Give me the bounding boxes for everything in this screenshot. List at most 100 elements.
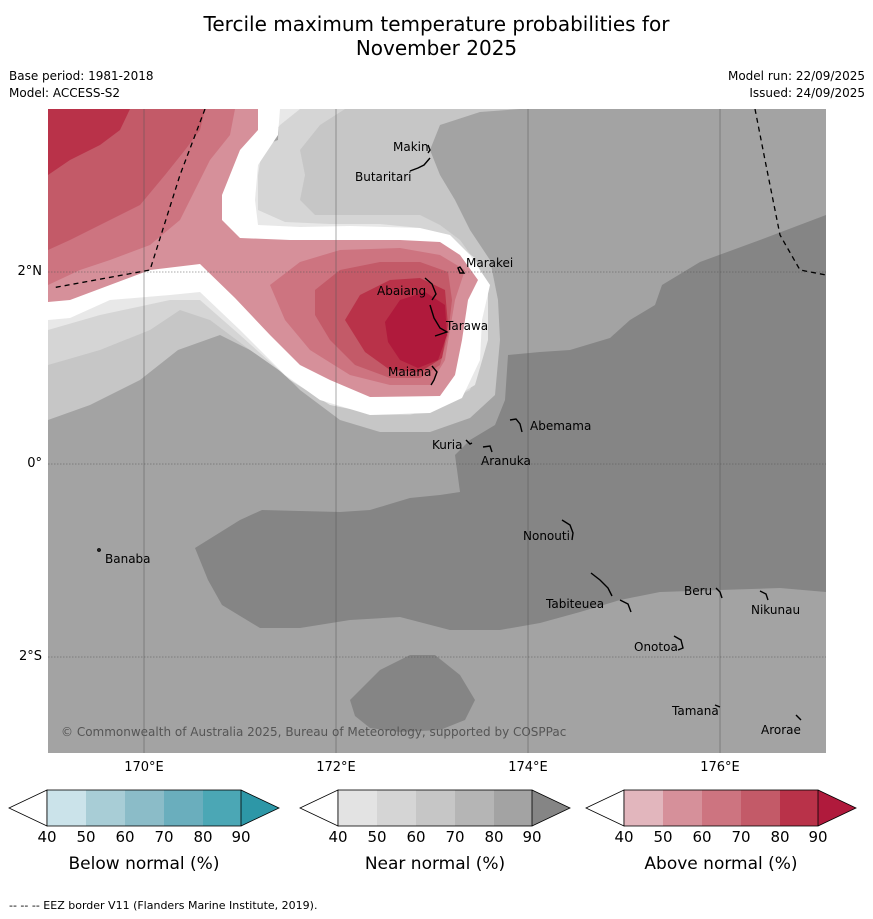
near-tick-80: 80: [484, 828, 504, 846]
island-abemama: [509, 418, 523, 433]
colorbar-above-bin-1: [624, 790, 663, 826]
colorbar-near-bin-5: [494, 790, 532, 826]
map-title: Tercile maximum temperature probabilitie…: [0, 12, 873, 60]
colorbar-above-bin-3: [702, 790, 741, 826]
below-tick-50: 50: [76, 828, 96, 846]
eez-border-east: [754, 109, 826, 276]
colorbar-near-bin-3: [416, 790, 455, 826]
colorbar-near-max-arrow: [532, 790, 570, 826]
near-normal-light-band: [48, 109, 520, 432]
island-butaritari: [409, 157, 431, 172]
island-nikunau: [759, 590, 769, 601]
colorbar-above-bin-5: [780, 790, 818, 826]
label-tarawa: Tarawa: [445, 319, 488, 333]
lon-label-172e: 172°E: [316, 760, 356, 775]
below-tick-70: 70: [154, 828, 174, 846]
island-nonouti: [561, 519, 574, 541]
islands: [97, 144, 802, 721]
label-arorae: Arorae: [761, 723, 801, 737]
base-period: Base period: 1981-2018: [9, 69, 154, 83]
lon-label-170e: 170°E: [124, 760, 164, 775]
label-maiana: Maiana: [388, 365, 431, 379]
near-tick-50: 50: [367, 828, 387, 846]
lat-label-2n: 2°N: [17, 264, 43, 279]
near-tick-60: 60: [406, 828, 426, 846]
near-tick-40: 40: [328, 828, 348, 846]
below-tick-40: 40: [37, 828, 57, 846]
colorbar-near-arrow-outline: [531, 789, 571, 827]
above-tick-40: 40: [614, 828, 634, 846]
colorbar-above-arrow-outline: [817, 789, 857, 827]
colorbar-above-frame: [623, 789, 819, 827]
eez-footnote: -- -- -- EEZ border V11 (Flanders Marine…: [9, 899, 318, 912]
label-butaritari: Butaritari: [355, 170, 412, 184]
lon-label-174e: 174°E: [508, 760, 548, 775]
island-abaiang: [424, 277, 437, 301]
label-marakei: Marakei: [466, 256, 513, 270]
label-banaba: Banaba: [105, 552, 151, 566]
island-makin: [427, 144, 431, 154]
title-line-2: November 2025: [355, 36, 518, 60]
near-normal-dark-south: [350, 655, 475, 732]
colorbar-above-min-arrow: [585, 789, 625, 827]
label-abaiang: Abaiang: [377, 284, 426, 298]
above-tick-50: 50: [653, 828, 673, 846]
near-normal-title: Near normal (%): [364, 854, 506, 874]
lat-label-2s: 2°S: [18, 649, 42, 664]
lat-label-equator: 0°: [27, 456, 42, 471]
above-tick-70: 70: [731, 828, 751, 846]
above-normal-title: Above normal (%): [644, 854, 798, 874]
below-normal-title: Below normal (%): [68, 854, 220, 874]
colorbar-above-normal: [585, 789, 857, 827]
near-normal-dark-east: [195, 215, 826, 630]
label-nikunau: Nikunau: [751, 603, 800, 617]
colorbar-above-max-arrow: [818, 790, 856, 826]
model-run: Model run: 22/09/2025: [727, 69, 865, 83]
below-tick-90: 90: [231, 828, 251, 846]
colorbar-near-bin-2: [377, 790, 416, 826]
below-tick-80: 80: [193, 828, 213, 846]
meta-left: Base period: 1981-2018 Model: ACCESS-S2: [9, 68, 154, 102]
label-nonouti: Nonouti: [523, 529, 570, 543]
gridlines: [48, 109, 826, 753]
island-beru: [715, 587, 723, 599]
colorbar-below-max-arrow: [241, 790, 279, 826]
colorbar-below-bin-4: [164, 790, 203, 826]
colorbar-near-frame: [337, 789, 533, 827]
island-onotoa: [673, 635, 684, 651]
eez-border-west: [51, 109, 206, 289]
title-line-1: Tercile maximum temperature probabilitie…: [203, 12, 670, 36]
label-kuria: Kuria: [432, 438, 463, 452]
colorbar-below-bin-1: [47, 790, 86, 826]
island-aranuka: [482, 445, 493, 453]
island-tabiteuea-south: [619, 599, 632, 613]
lon-label-176e: 176°E: [700, 760, 740, 775]
island-tabiteuea-north: [590, 572, 613, 597]
label-abemama: Abemama: [530, 419, 591, 433]
island-marakei: [457, 266, 466, 274]
colorbar-near-min-arrow: [299, 789, 339, 827]
island-banaba: [97, 548, 101, 552]
colorbar-near-bin-4: [455, 790, 494, 826]
colorbar-below-normal: [8, 789, 280, 827]
copyright-notice: © Commonwealth of Australia 2025, Bureau…: [61, 725, 566, 739]
colorbar-below-arrow-outline: [240, 789, 280, 827]
above-normal-70-80: [48, 109, 130, 175]
map-field: Makin Butaritari Marakei Abaiang Tarawa …: [48, 109, 826, 753]
colorbar-near-normal: [299, 789, 571, 827]
colorbar-below-bin-5: [203, 790, 241, 826]
colorbar-below-min-arrow: [8, 789, 48, 827]
colorbar-near-bin-1: [338, 790, 377, 826]
issued-date: Issued: 24/09/2025: [749, 86, 865, 100]
eez-borders: [51, 109, 826, 289]
island-maiana: [430, 365, 438, 386]
above-tick-80: 80: [770, 828, 790, 846]
below-tick-60: 60: [115, 828, 135, 846]
label-tamana: Tamana: [671, 704, 719, 718]
label-makin: Makin: [393, 140, 429, 154]
island-tamana: [714, 704, 721, 708]
label-onotoa: Onotoa: [634, 640, 678, 654]
near-tick-70: 70: [445, 828, 465, 846]
place-labels: Makin Butaritari Marakei Abaiang Tarawa …: [105, 140, 801, 737]
